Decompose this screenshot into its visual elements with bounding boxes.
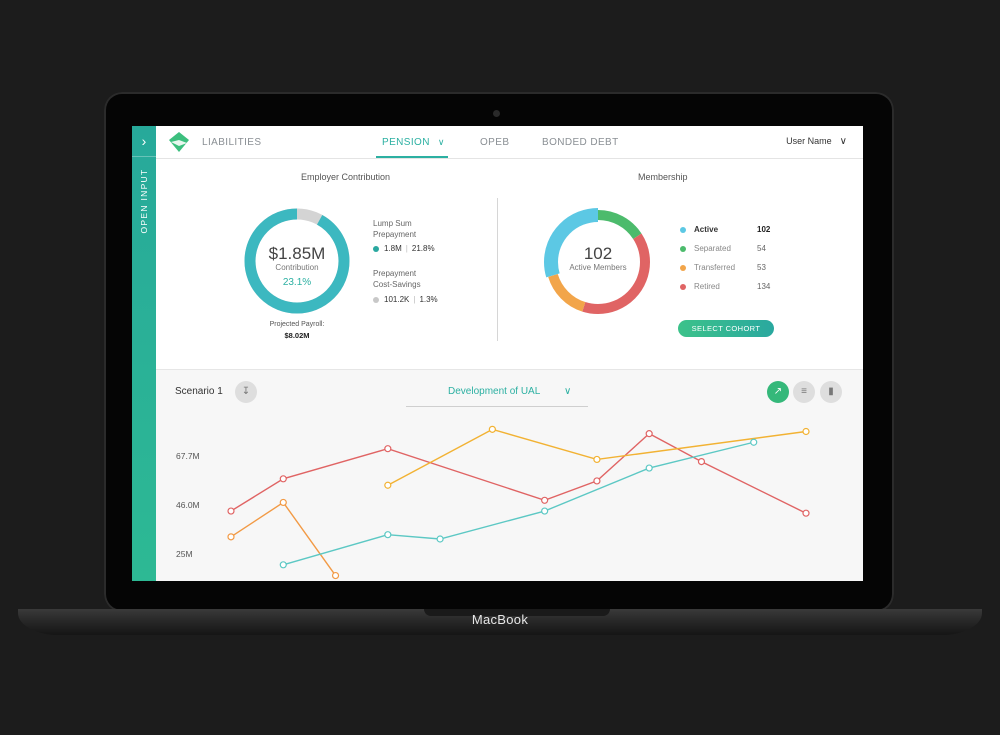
select-cohort-button[interactable]: SELECT COHORT (678, 320, 774, 337)
member-row-separated[interactable]: Separated (680, 244, 731, 253)
data-point[interactable] (802, 509, 810, 517)
user-menu[interactable]: User Name ∨ (786, 136, 847, 147)
membership-slice-retired (546, 210, 650, 314)
member-row-value: 134 (757, 282, 771, 291)
line-chart-icon[interactable]: ↗ (767, 381, 789, 403)
laptop-base (18, 609, 982, 635)
data-point[interactable] (384, 445, 392, 453)
chevron-down-icon: ∨ (437, 137, 445, 147)
data-point[interactable] (541, 496, 549, 504)
data-point[interactable] (279, 475, 287, 483)
lump-sum-title: Lump Sum Prepayment (373, 219, 417, 239)
lump-sum-value: 1.8M (384, 244, 402, 253)
sidebar: › OPEN INPUT (132, 126, 156, 581)
active-tab-indicator (376, 156, 448, 158)
app-logo-icon (169, 132, 189, 152)
y-tick-label: 25M (176, 549, 193, 559)
camera (493, 110, 500, 117)
data-point[interactable] (488, 425, 496, 433)
active-members-count: 102 (583, 244, 613, 263)
data-point[interactable] (541, 507, 549, 515)
tab-liabilities[interactable]: LIABILITIES (202, 137, 262, 148)
member-row-transferred[interactable]: Transferred (680, 263, 735, 272)
data-point[interactable] (384, 481, 392, 489)
member-row-active[interactable]: Active (680, 225, 718, 234)
data-point[interactable] (279, 498, 287, 507)
y-tick-label: 67.7M (176, 451, 200, 461)
member-row-value: 54 (757, 244, 766, 253)
chevron-down-icon: ∨ (839, 136, 847, 147)
data-point[interactable] (279, 561, 287, 569)
contribution-amount: $1.85M (268, 244, 326, 263)
membership-title: Membership (638, 172, 688, 182)
tab-bonded-debt[interactable]: BONDED DEBT (542, 137, 619, 148)
data-point[interactable] (645, 430, 653, 438)
app-screen: › OPEN INPUT LIABILITIES PENSION ∨ OPEB B… (132, 126, 863, 581)
tab-pension[interactable]: PENSION ∨ (382, 137, 445, 148)
projected-payroll-label: Projected Payroll: (269, 321, 325, 328)
ual-line-chart (227, 425, 810, 580)
tab-opeb[interactable]: OPEB (480, 137, 510, 148)
separated-dot-icon (680, 245, 686, 252)
transferred-dot-icon (680, 264, 686, 271)
top-navigation: LIABILITIES PENSION ∨ OPEB BONDED DEBT Us… (156, 126, 863, 159)
contribution-percent: 23.1% (282, 277, 312, 288)
open-input-label[interactable]: OPEN INPUT (139, 168, 149, 234)
scenario-title: Scenario 1 (175, 386, 223, 397)
member-row-label: Separated (694, 244, 731, 253)
series-line (283, 441, 754, 566)
membership-donut (544, 208, 652, 316)
teal-dot-icon (373, 245, 379, 252)
data-point[interactable] (593, 455, 601, 464)
scenario-panel: Scenario 1 ↧ Development of UAL ∨ ↗ ≡ ▮ … (156, 369, 863, 581)
data-point[interactable] (331, 571, 340, 580)
member-row-value: 102 (757, 225, 771, 234)
download-icon[interactable]: ↧ (235, 381, 257, 403)
data-point[interactable] (227, 533, 235, 541)
bar-chart-icon[interactable]: ▮ (820, 381, 842, 403)
chart-metric-dropdown[interactable]: Development of UAL ∨ (406, 379, 588, 407)
data-point[interactable] (750, 438, 758, 446)
lump-sum-percent: 21.8% (411, 244, 435, 253)
expand-sidebar-button[interactable]: › (132, 126, 156, 157)
contribution-label: Contribution (275, 263, 319, 272)
prepayment-savings-title: Prepayment Cost-Savings (373, 269, 421, 289)
device-brand: MacBook (471, 612, 529, 627)
active-members-label: Active Members (569, 263, 627, 272)
tab-pension-label: PENSION (382, 137, 430, 148)
chevron-down-icon: ∨ (564, 386, 572, 397)
member-row-value: 53 (757, 263, 766, 272)
membership-slice-active (544, 208, 652, 316)
y-tick-label: 46.0M (176, 500, 200, 510)
panel-divider (497, 198, 498, 341)
series-line (230, 432, 807, 514)
data-point[interactable] (593, 477, 601, 485)
member-row-label: Transferred (694, 263, 736, 272)
prepayment-percent: 1.3% (419, 295, 438, 304)
data-point[interactable] (697, 457, 706, 466)
prepayment-value: 101.2K (384, 295, 410, 304)
data-point[interactable] (384, 531, 392, 539)
prepayment-savings-row: 101.2K | 1.3% (373, 295, 438, 304)
projected-payroll-value: $8.02M (284, 331, 310, 340)
member-row-label: Active (694, 225, 719, 234)
data-point[interactable] (645, 464, 653, 472)
member-row-label: Retired (694, 282, 720, 291)
data-point[interactable] (436, 535, 444, 543)
employer-contribution-title: Employer Contribution (301, 172, 391, 182)
member-row-retired[interactable]: Retired (680, 282, 720, 291)
dropdown-value: Development of UAL (448, 386, 541, 397)
data-point[interactable] (227, 507, 235, 515)
gray-dot-icon (373, 296, 379, 303)
list-view-icon[interactable]: ≡ (793, 381, 815, 403)
active-dot-icon (680, 226, 686, 233)
data-point[interactable] (802, 427, 810, 436)
retired-dot-icon (680, 283, 686, 290)
lump-sum-row: 1.8M | 21.8% (373, 244, 435, 253)
contribution-donut (244, 208, 350, 314)
series-line (387, 428, 807, 486)
user-name: User Name (786, 136, 832, 146)
